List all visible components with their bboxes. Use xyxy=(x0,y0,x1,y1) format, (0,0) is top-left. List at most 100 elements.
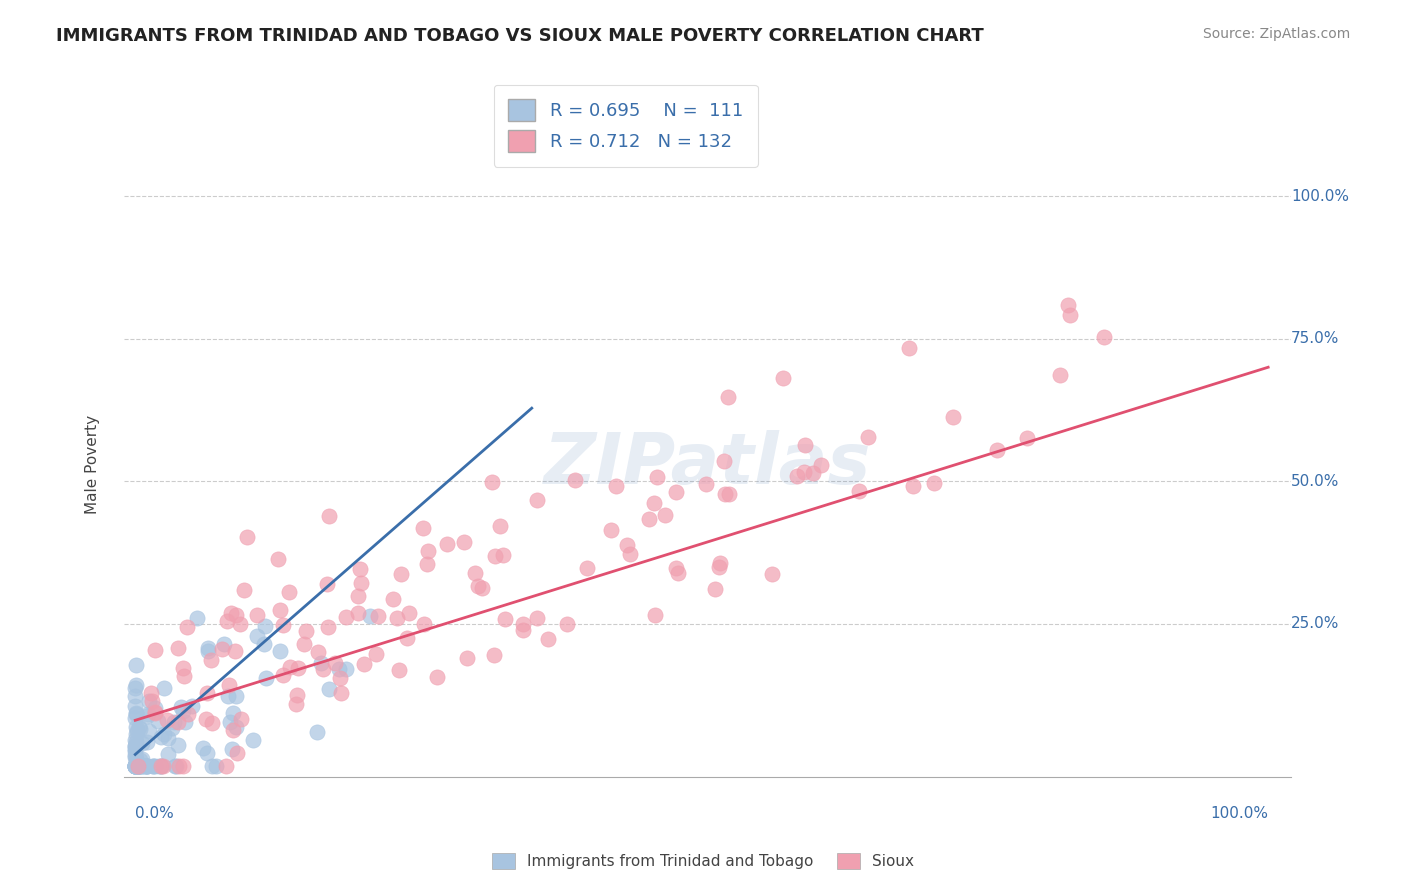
Point xyxy=(942,409,965,424)
Point xyxy=(232,583,254,598)
Point xyxy=(124,759,146,773)
Point xyxy=(125,759,148,773)
Point xyxy=(186,611,208,625)
Point xyxy=(128,720,150,734)
Point xyxy=(416,557,439,571)
Point xyxy=(127,757,149,772)
Point xyxy=(364,648,387,662)
Point xyxy=(226,746,249,760)
Point xyxy=(922,475,945,490)
Point xyxy=(124,759,146,773)
Point xyxy=(173,668,195,682)
Text: ZIPatlas: ZIPatlas xyxy=(544,430,872,499)
Point xyxy=(318,509,340,524)
Point xyxy=(350,576,373,591)
Point xyxy=(703,582,725,596)
Point xyxy=(512,623,534,637)
Point xyxy=(163,715,186,730)
Text: 25.0%: 25.0% xyxy=(1291,616,1339,631)
Point xyxy=(170,699,193,714)
Point xyxy=(481,475,503,489)
Point xyxy=(167,640,190,655)
Point xyxy=(526,610,548,624)
Point xyxy=(142,759,165,773)
Point xyxy=(135,759,157,773)
Point xyxy=(125,759,148,773)
Point xyxy=(138,724,160,739)
Point xyxy=(382,592,405,607)
Point xyxy=(412,617,434,632)
Point xyxy=(1049,368,1071,382)
Point xyxy=(1017,431,1039,445)
Point xyxy=(150,759,173,773)
Text: IMMIGRANTS FROM TRINIDAD AND TOBAGO VS SIOUX MALE POVERTY CORRELATION CHART: IMMIGRANTS FROM TRINIDAD AND TOBAGO VS S… xyxy=(56,27,984,45)
Point xyxy=(153,681,176,696)
Text: 50.0%: 50.0% xyxy=(1291,474,1339,489)
Point xyxy=(124,741,146,756)
Point xyxy=(328,662,350,676)
Point xyxy=(194,712,217,726)
Point xyxy=(156,714,179,728)
Point xyxy=(124,759,146,773)
Point xyxy=(125,759,148,773)
Point xyxy=(172,661,194,675)
Point xyxy=(645,470,668,484)
Text: 100.0%: 100.0% xyxy=(1211,805,1268,821)
Point xyxy=(456,651,478,665)
Point xyxy=(267,552,290,566)
Point xyxy=(167,714,190,729)
Point xyxy=(125,678,148,692)
Point xyxy=(295,624,318,639)
Point xyxy=(160,722,183,736)
Point xyxy=(643,496,665,510)
Point xyxy=(215,759,238,773)
Point xyxy=(229,712,252,726)
Point xyxy=(367,608,389,623)
Point xyxy=(124,758,146,772)
Point xyxy=(215,614,238,628)
Point xyxy=(145,642,167,657)
Point xyxy=(201,715,224,730)
Point xyxy=(143,701,166,715)
Point xyxy=(246,629,269,643)
Point xyxy=(197,644,219,658)
Point xyxy=(305,724,328,739)
Point xyxy=(235,530,257,544)
Point xyxy=(205,759,228,773)
Point xyxy=(128,757,150,772)
Point xyxy=(197,640,219,655)
Point xyxy=(225,689,247,703)
Point xyxy=(201,759,224,773)
Point xyxy=(225,608,247,623)
Point xyxy=(172,704,194,718)
Point xyxy=(901,479,924,493)
Point xyxy=(148,714,170,729)
Point xyxy=(176,620,198,634)
Point xyxy=(254,619,277,633)
Point xyxy=(167,759,190,773)
Point xyxy=(714,487,737,501)
Point xyxy=(165,759,187,773)
Legend: R = 0.695    N =  111, R = 0.712   N = 132: R = 0.695 N = 111, R = 0.712 N = 132 xyxy=(494,85,758,167)
Point xyxy=(181,699,204,714)
Text: Source: ZipAtlas.com: Source: ZipAtlas.com xyxy=(1202,27,1350,41)
Point xyxy=(668,566,690,580)
Point xyxy=(135,759,157,773)
Point xyxy=(242,733,264,747)
Point xyxy=(717,487,740,501)
Point xyxy=(387,611,409,625)
Point xyxy=(801,466,824,480)
Point xyxy=(143,706,166,720)
Point xyxy=(148,759,170,773)
Point xyxy=(555,617,578,632)
Point xyxy=(492,548,515,562)
Point xyxy=(786,469,808,483)
Point xyxy=(285,689,308,703)
Point xyxy=(316,620,339,634)
Point xyxy=(128,722,150,736)
Point xyxy=(174,714,197,729)
Point xyxy=(396,631,419,645)
Point xyxy=(211,641,233,656)
Point xyxy=(644,607,666,622)
Point xyxy=(125,720,148,734)
